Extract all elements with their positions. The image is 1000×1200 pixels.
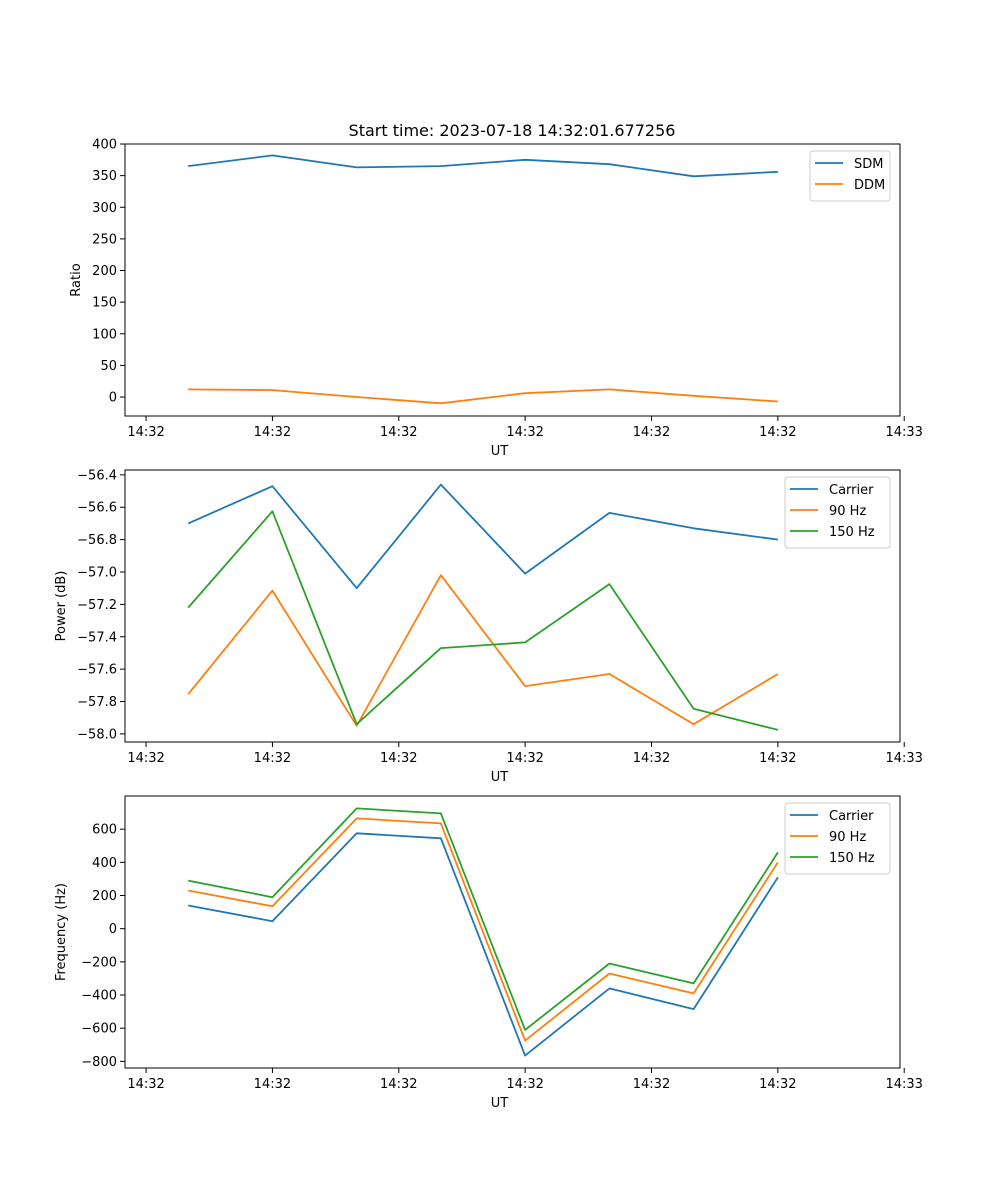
legend: Carrier 90 Hz 150 Hz bbox=[784, 802, 891, 875]
x-tick-label: 14:32 bbox=[254, 425, 291, 440]
x-tick-label: 14:33 bbox=[885, 751, 922, 766]
x-tick-label: 14:33 bbox=[885, 425, 922, 440]
x-tick-label: 14:32 bbox=[759, 425, 796, 440]
legend-entry: SDM bbox=[854, 157, 883, 172]
x-tick-label: 14:32 bbox=[633, 425, 670, 440]
series-line-150-hz bbox=[187, 510, 779, 731]
x-tick-label: 14:32 bbox=[506, 425, 543, 440]
y-tick-label: 200 bbox=[92, 889, 117, 904]
chart-title: Start time: 2023-07-18 14:32:01.677256 bbox=[349, 121, 676, 140]
series-line-90-hz bbox=[188, 817, 779, 1042]
y-tick-label: 400 bbox=[92, 138, 117, 153]
legend-entry: DDM bbox=[854, 178, 885, 193]
y-tick-label: 200 bbox=[92, 264, 117, 279]
axes-frame bbox=[124, 143, 901, 417]
legend-entry: 150 Hz bbox=[829, 525, 875, 540]
y-tick-label: 600 bbox=[92, 823, 117, 838]
y-tick-label: −56.8 bbox=[77, 533, 117, 548]
y-tick-label: −56.4 bbox=[77, 468, 117, 483]
y-axis-label: Frequency (Hz) bbox=[54, 883, 69, 981]
series-line-carrier bbox=[187, 483, 779, 590]
y-tick-label: 400 bbox=[92, 856, 117, 871]
x-tick-label: 14:32 bbox=[633, 751, 670, 766]
x-axis-label: UT bbox=[491, 1096, 509, 1111]
x-tick-label: 14:32 bbox=[380, 425, 417, 440]
series-line-ddm bbox=[188, 388, 778, 405]
y-tick-label: −200 bbox=[81, 955, 117, 970]
series-line-150-hz bbox=[188, 807, 779, 1031]
x-axis-label: UT bbox=[491, 770, 509, 785]
y-axis-label: Ratio bbox=[69, 263, 84, 296]
y-tick-label: −600 bbox=[81, 1022, 117, 1037]
y-tick-label: −400 bbox=[81, 989, 117, 1004]
legend: Carrier 90 Hz 150 Hz bbox=[784, 476, 891, 549]
x-axis-label: UT bbox=[491, 444, 509, 459]
y-tick-label: 250 bbox=[92, 232, 117, 247]
chart-panel-2: 14:32 14:32 14:32 14:32 14:32 14:32 14:33 −58.0… bbox=[54, 468, 923, 785]
y-tick-label: −56.6 bbox=[77, 501, 117, 516]
legend-entry: 90 Hz bbox=[829, 504, 866, 519]
y-tick-label: 100 bbox=[92, 327, 117, 342]
y-tick-label: 0 bbox=[109, 391, 117, 406]
legend: SDM DDM bbox=[809, 150, 891, 202]
legend-entry: 150 Hz bbox=[829, 851, 875, 866]
x-tick-label: 14:33 bbox=[885, 1077, 922, 1092]
x-tick-label: 14:32 bbox=[254, 1077, 291, 1092]
chart-panel-1: 14:32 14:32 14:32 14:32 14:32 14:32 14:33 0 50 10… bbox=[69, 138, 923, 460]
x-tick-label: 14:32 bbox=[759, 1077, 796, 1092]
y-tick-label: 300 bbox=[92, 201, 117, 216]
x-tick-label: 14:32 bbox=[127, 425, 164, 440]
axes-frame bbox=[124, 469, 901, 743]
y-tick-label: 350 bbox=[92, 169, 117, 184]
x-tick-label: 14:32 bbox=[380, 751, 417, 766]
x-tick-label: 14:32 bbox=[254, 751, 291, 766]
x-tick-label: 14:32 bbox=[633, 1077, 670, 1092]
y-tick-label: 50 bbox=[100, 359, 117, 374]
y-axis-label: Power (dB) bbox=[54, 571, 69, 642]
y-tick-label: −57.6 bbox=[77, 663, 117, 678]
series-line-carrier bbox=[188, 832, 779, 1057]
x-tick-label: 14:32 bbox=[759, 751, 796, 766]
x-tick-label: 14:32 bbox=[127, 1077, 164, 1092]
y-tick-label: −57.4 bbox=[77, 630, 117, 645]
y-tick-label: −57.2 bbox=[77, 598, 117, 613]
axes-frame bbox=[124, 795, 901, 1069]
x-tick-label: 14:32 bbox=[380, 1077, 417, 1092]
x-tick-label: 14:32 bbox=[506, 751, 543, 766]
legend-entry: Carrier bbox=[829, 483, 874, 498]
y-tick-label: −57.0 bbox=[77, 566, 117, 581]
y-tick-label: −800 bbox=[81, 1055, 117, 1070]
series-line-90-hz bbox=[187, 574, 779, 727]
x-tick-label: 14:32 bbox=[506, 1077, 543, 1092]
chart-panel-3: 14:32 14:32 14:32 14:32 14:32 14:32 14:33 −800 −… bbox=[54, 795, 923, 1111]
series-line-sdm bbox=[188, 154, 778, 178]
x-tick-label: 14:32 bbox=[127, 751, 164, 766]
y-tick-label: 0 bbox=[109, 922, 117, 937]
y-tick-label: −57.8 bbox=[77, 695, 117, 710]
panels-group: 14:32 14:32 14:32 14:32 14:32 14:32 14:33 0 50 10… bbox=[54, 138, 923, 1112]
y-tick-label: 150 bbox=[92, 296, 117, 311]
legend-entry: 90 Hz bbox=[829, 830, 866, 845]
legend-entry: Carrier bbox=[829, 809, 874, 824]
y-tick-label: −58.0 bbox=[77, 727, 117, 742]
